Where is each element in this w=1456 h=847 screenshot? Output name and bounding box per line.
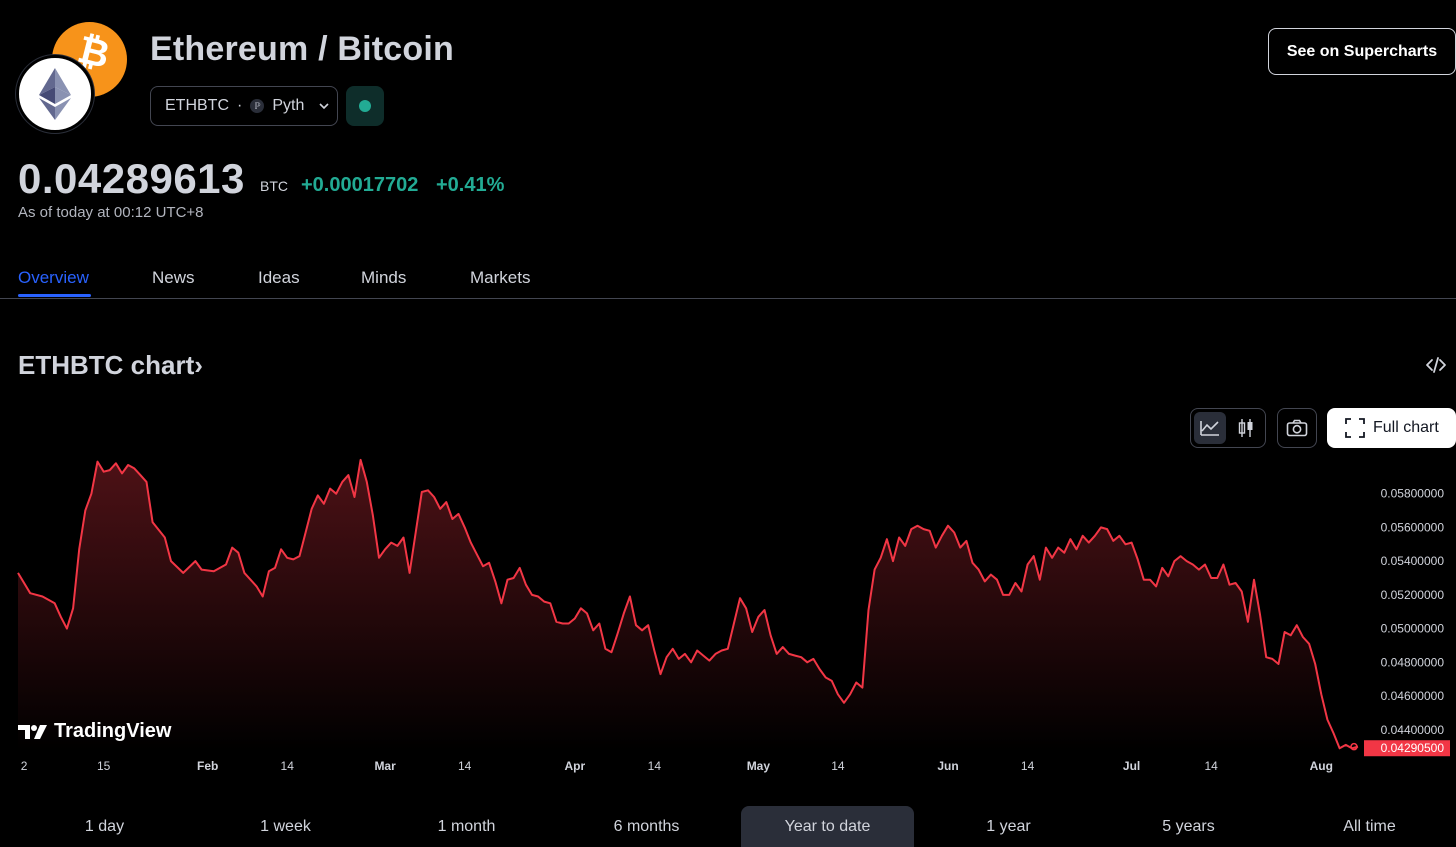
x-tick-label: 14: [458, 759, 472, 773]
embed-code-icon[interactable]: [1424, 353, 1448, 377]
full-chart-button[interactable]: Full chart: [1327, 408, 1456, 448]
x-tick-label: May: [747, 759, 771, 773]
x-tick-label: 14: [1021, 759, 1035, 773]
x-tick-label: Apr: [564, 759, 585, 773]
chart-style-toggle: [1190, 408, 1266, 448]
range-all-time[interactable]: All time: [1283, 806, 1456, 847]
range-6-months[interactable]: 6 months: [560, 806, 733, 847]
tab-news[interactable]: News: [152, 268, 195, 288]
area-chart-button[interactable]: [1194, 412, 1226, 444]
y-tick-label: 0.05400000: [1381, 554, 1445, 568]
y-tick-label: 0.04800000: [1381, 655, 1445, 669]
market-status-button[interactable]: [346, 86, 384, 126]
x-tick-label: Aug: [1310, 759, 1333, 773]
active-tab-indicator: [18, 294, 91, 297]
price-change: +0.00017702: [301, 174, 418, 197]
y-tick-label: 0.05600000: [1381, 520, 1445, 534]
chart-heading-link[interactable]: ETHBTC chart›: [18, 350, 203, 381]
y-axis: 0.05800000 0.05600000 0.05400000 0.05200000…: [1381, 487, 1445, 737]
chevron-right-icon: ›: [194, 350, 203, 380]
candles-chart-button[interactable]: [1230, 412, 1262, 444]
y-tick-label: 0.04400000: [1381, 723, 1445, 737]
see-on-supercharts-button[interactable]: See on Supercharts: [1268, 28, 1456, 75]
time-range-selector: 1 day 1 week 1 month 6 months Year to da…: [0, 806, 1456, 847]
price-chart[interactable]: 0.05800000 0.05600000 0.05400000 0.05200000…: [0, 455, 1456, 785]
y-tick-label: 0.05800000: [1381, 487, 1445, 501]
x-tick-label: Jul: [1123, 759, 1140, 773]
full-chart-label: Full chart: [1373, 419, 1439, 437]
tab-minds[interactable]: Minds: [361, 268, 406, 288]
last-price: 0.04289613: [18, 155, 245, 203]
section-tabs: Overview News Ideas Minds Markets: [0, 256, 1456, 299]
y-tick-label: 0.04600000: [1381, 689, 1445, 703]
last-price-badge-label: 0.04290500: [1381, 741, 1445, 755]
x-tick-label: Feb: [197, 759, 218, 773]
x-tick-label: Mar: [374, 759, 396, 773]
pyth-icon: ℙ: [250, 99, 264, 113]
chart-heading-text: ETHBTC chart: [18, 350, 194, 380]
range-1-week[interactable]: 1 week: [199, 806, 372, 847]
candles-icon: [1237, 417, 1255, 439]
range-year-to-date[interactable]: Year to date: [741, 806, 914, 847]
x-tick-label: 14: [648, 759, 662, 773]
tradingview-logo-icon: [18, 723, 48, 741]
y-tick-label: 0.05200000: [1381, 588, 1445, 602]
as-of-timestamp: As of today at 00:12 UTC+8: [18, 204, 204, 221]
tab-markets[interactable]: Markets: [470, 268, 530, 288]
price-currency: BTC: [260, 178, 288, 194]
area-chart-icon: [1199, 419, 1221, 437]
page-title: Ethereum / Bitcoin: [150, 30, 454, 69]
chevron-down-icon: [318, 100, 330, 112]
source-label: Pyth: [272, 97, 304, 115]
x-axis: 2 15 Feb 14 Mar 14 Apr 14 May 14 Jun 14 Jul 14 Aug: [21, 759, 1333, 773]
range-5-years[interactable]: 5 years: [1102, 806, 1275, 847]
range-1-day[interactable]: 1 day: [18, 806, 191, 847]
chart-area-fill: [18, 460, 1358, 750]
x-tick-label: 14: [1204, 759, 1218, 773]
separator: ·: [237, 97, 242, 115]
ethereum-logo-icon: [16, 55, 94, 133]
x-tick-label: 15: [97, 759, 111, 773]
tab-ideas[interactable]: Ideas: [258, 268, 300, 288]
x-tick-label: Jun: [937, 759, 958, 773]
symbol-source-selector[interactable]: ETHBTC · ℙ Pyth: [150, 86, 338, 126]
range-1-month[interactable]: 1 month: [380, 806, 553, 847]
symbol-label: ETHBTC: [165, 97, 229, 115]
range-1-year[interactable]: 1 year: [922, 806, 1095, 847]
tab-overview[interactable]: Overview: [18, 268, 89, 288]
x-tick-label: 14: [831, 759, 845, 773]
tradingview-watermark: TradingView: [18, 720, 171, 743]
price-change-percent: +0.41%: [436, 174, 504, 197]
screenshot-button[interactable]: [1277, 408, 1317, 448]
x-tick-label: 14: [281, 759, 295, 773]
status-dot-icon: [359, 100, 371, 112]
fullscreen-icon: [1345, 418, 1365, 438]
x-tick-label: 2: [21, 759, 28, 773]
camera-icon: [1286, 419, 1308, 437]
last-price-marker: 0.04290500: [1351, 740, 1450, 756]
y-tick-label: 0.05000000: [1381, 622, 1445, 636]
